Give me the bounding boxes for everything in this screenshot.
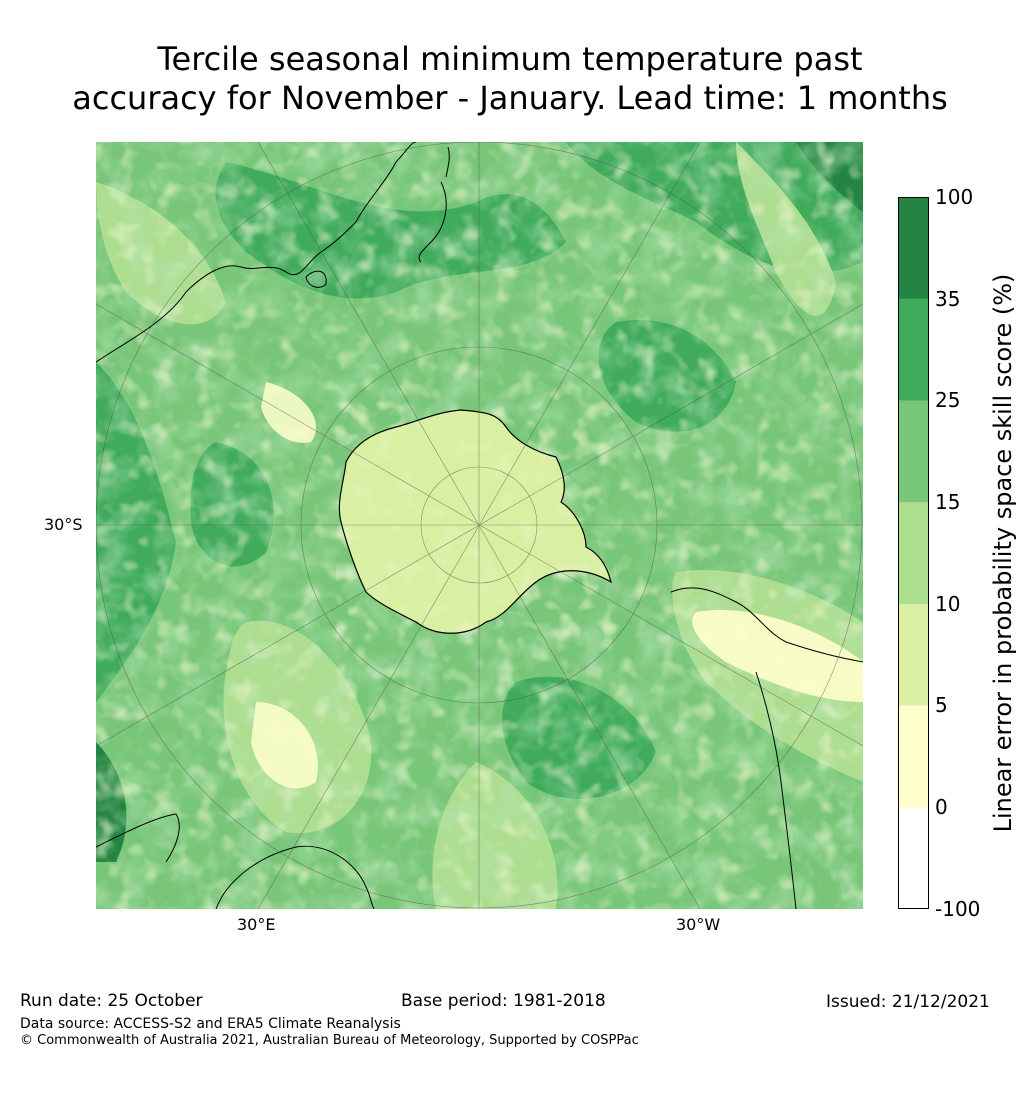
title-line-2: accuracy for November - January. Lead ti… xyxy=(72,79,948,117)
map-title: Tercile seasonal minimum temperature pas… xyxy=(0,40,1020,118)
colorbar-segment xyxy=(898,298,929,401)
colorbar-tick: 25 xyxy=(935,388,961,412)
skill-region-very-low xyxy=(251,702,318,789)
colorbar-segment xyxy=(898,807,929,909)
antarctica-coastline xyxy=(338,409,612,634)
colorbar-frame xyxy=(898,197,929,909)
polar-skill-map xyxy=(96,142,863,909)
colorbar-tick: -100 xyxy=(935,897,981,921)
colorbar-tick: 0 xyxy=(935,795,948,819)
copyright: © Commonwealth of Australia 2021, Austra… xyxy=(20,1033,639,1048)
new-zealand-coastline xyxy=(418,146,450,263)
colorbar-segment xyxy=(898,502,929,605)
colorbar-segment xyxy=(898,603,929,707)
australia-coastline xyxy=(96,142,417,363)
colorbar-tick: 15 xyxy=(935,490,961,514)
tasmania-coastline xyxy=(305,270,327,288)
colorbar-tick: 35 xyxy=(935,287,961,311)
skill-region-very-low xyxy=(692,610,863,702)
africa-coastline xyxy=(96,813,375,909)
colorbar-segment xyxy=(898,705,929,808)
colorbar-segment xyxy=(898,197,929,300)
run-date: Run date: 25 October xyxy=(20,991,203,1011)
colorbar-tick: 5 xyxy=(935,693,948,717)
base-period: Base period: 1981-2018 xyxy=(401,991,606,1011)
colorbar xyxy=(898,197,929,909)
lon-label-30e: 30°E xyxy=(237,915,276,934)
graticule xyxy=(96,142,863,909)
skill-region-very-low xyxy=(261,382,316,443)
lat-label-30s: 30°S xyxy=(44,515,83,534)
issued-date: Issued: 21/12/2021 xyxy=(826,992,990,1012)
lon-label-30w: 30°W xyxy=(676,915,721,934)
title-line-1: Tercile seasonal minimum temperature pas… xyxy=(157,40,863,78)
colorbar-tick: 100 xyxy=(935,185,974,209)
data-source: Data source: ACCESS-S2 and ERA5 Climate … xyxy=(20,1016,401,1032)
colorbar-tick: 10 xyxy=(935,592,961,616)
colorbar-label-text: Linear error in probability space skill … xyxy=(989,273,1017,833)
south-america-coastline xyxy=(670,587,863,909)
colorbar-segment xyxy=(898,400,929,503)
